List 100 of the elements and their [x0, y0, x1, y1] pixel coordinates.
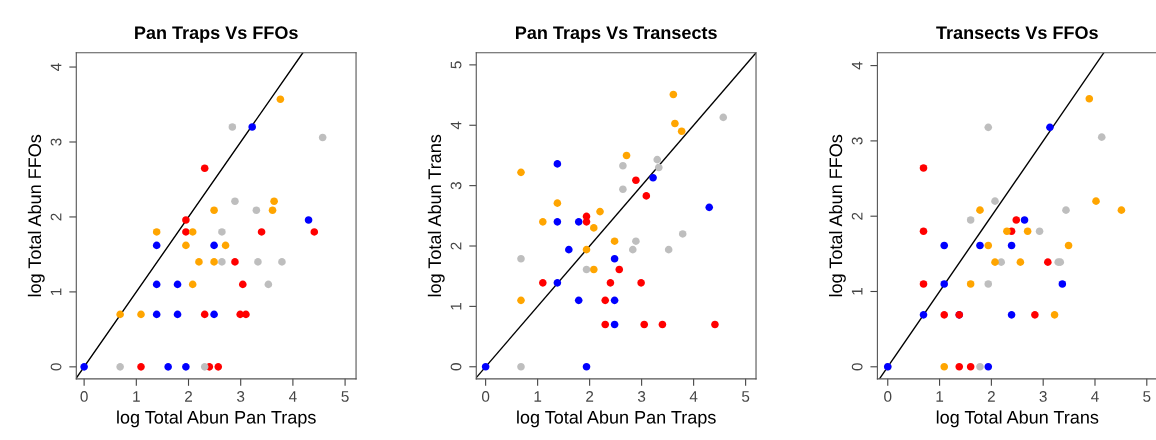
point [632, 176, 640, 184]
point [210, 310, 218, 319]
point [919, 227, 928, 236]
y-tick-label: 5 [450, 61, 462, 69]
point [711, 320, 719, 329]
point [517, 296, 525, 305]
point [200, 164, 209, 173]
point [278, 258, 286, 266]
point [182, 363, 190, 371]
x-tick-label: 4 [1091, 391, 1099, 402]
y-axis-title: log Total Abun Trans [427, 134, 445, 297]
chart-title: Pan Traps Vs FFOs [135, 26, 298, 43]
point [582, 362, 591, 371]
point [589, 224, 598, 232]
point [1092, 197, 1100, 205]
point [1050, 311, 1059, 319]
y-tick-label: 1 [851, 287, 863, 295]
y-tick-label: 0 [851, 363, 863, 371]
point [919, 164, 928, 172]
point [231, 197, 239, 206]
point [257, 228, 266, 236]
point [173, 310, 182, 319]
point [137, 363, 145, 371]
y-tick-label: 2 [851, 212, 863, 220]
point [270, 197, 278, 206]
x-axis-title: log Total Abun Pan Traps [517, 410, 716, 428]
point [254, 258, 262, 266]
point [539, 279, 547, 287]
point [182, 241, 190, 250]
y-axis-title: log Total Abun FFOs [27, 134, 45, 297]
point [582, 245, 591, 254]
x-tick-label: 3 [1039, 391, 1047, 402]
point [589, 265, 598, 274]
point [553, 199, 562, 207]
point [517, 168, 525, 177]
y-tick-label: 4 [50, 63, 62, 71]
point [574, 296, 583, 305]
point [582, 265, 591, 274]
y-tick-label: 2 [450, 242, 462, 250]
point [669, 90, 678, 99]
point [116, 363, 124, 371]
point [976, 362, 984, 371]
point [1062, 206, 1070, 214]
point [553, 160, 562, 168]
point [310, 228, 319, 236]
point [955, 362, 964, 371]
point [622, 151, 631, 160]
point [640, 320, 649, 329]
point [940, 311, 949, 319]
point [649, 173, 657, 182]
point [632, 237, 640, 245]
point [619, 185, 627, 194]
point [182, 216, 190, 224]
point [1007, 311, 1016, 319]
point [653, 155, 662, 164]
x-tick-label: 0 [80, 391, 88, 402]
point [210, 241, 218, 250]
point [919, 280, 928, 288]
point [200, 363, 209, 371]
point [210, 206, 218, 214]
point [1085, 94, 1094, 103]
point [218, 258, 226, 266]
point [642, 192, 651, 200]
x-tick-label: 3 [237, 391, 245, 402]
point [1023, 227, 1032, 236]
point [984, 280, 993, 288]
x-tick-label: 1 [133, 391, 140, 402]
y-tick-label: 4 [851, 61, 863, 70]
point [517, 254, 525, 263]
x-tick-label: 4 [689, 391, 698, 402]
point [200, 310, 209, 319]
point [574, 218, 583, 226]
point [152, 310, 161, 319]
x-tick-label: 3 [637, 391, 646, 402]
point [610, 296, 619, 305]
point [80, 363, 88, 371]
point [991, 258, 999, 266]
point [1058, 280, 1067, 288]
point [195, 258, 203, 266]
y-tick-label: 1 [50, 288, 62, 295]
point [984, 123, 993, 132]
point [152, 280, 161, 289]
point [182, 228, 190, 236]
y-tick-label: 3 [450, 182, 462, 190]
point [582, 218, 591, 226]
point [1031, 311, 1039, 319]
point [264, 280, 273, 289]
point [228, 123, 237, 131]
point [238, 280, 247, 289]
point [991, 197, 999, 205]
point [1064, 241, 1073, 250]
point [137, 310, 145, 319]
point [919, 311, 928, 319]
point [719, 113, 728, 122]
point [671, 119, 679, 128]
point [966, 280, 975, 288]
point [164, 363, 172, 371]
point [677, 127, 686, 136]
point [1012, 216, 1021, 224]
point [248, 123, 256, 131]
